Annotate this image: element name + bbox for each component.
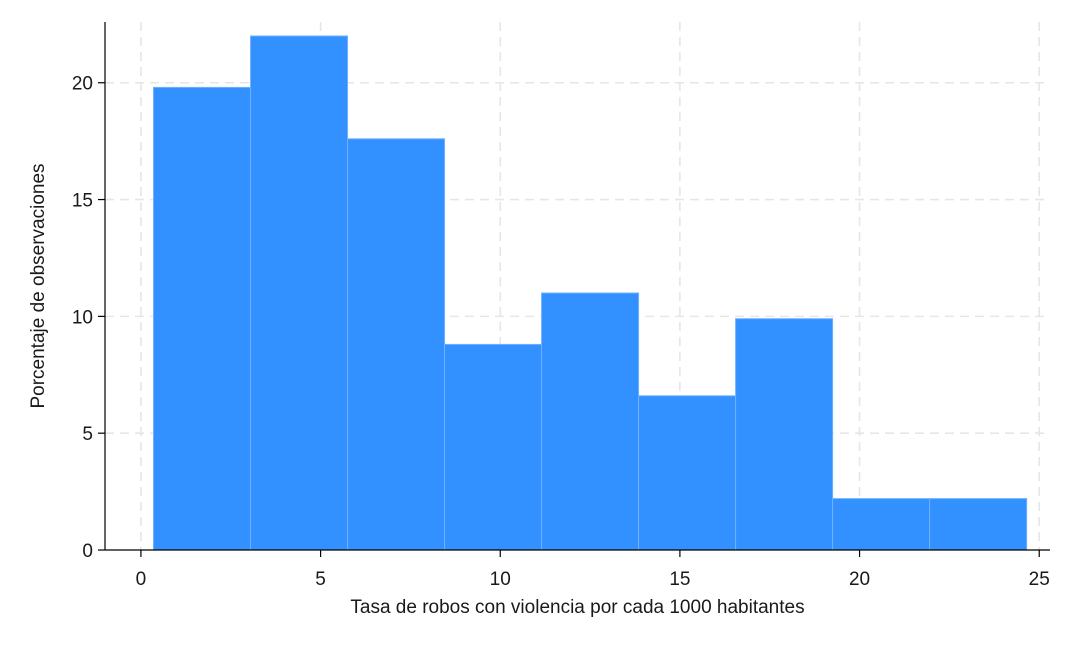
x-tick-label: 0 — [136, 569, 147, 590]
histogram-bar-6 — [638, 395, 737, 551]
y-tick-label: 0 — [82, 541, 93, 562]
histogram-bar-5 — [541, 292, 640, 551]
axes — [104, 22, 1050, 551]
x-tick-label: 15 — [669, 569, 690, 590]
histogram-bar-3 — [347, 138, 446, 551]
histogram-bar-1 — [153, 86, 252, 551]
y-axis-ticks: 0 5 10 15 20 — [72, 74, 105, 562]
x-axis-title: Tasa de robos con violencia por cada 100… — [350, 597, 804, 618]
x-tick-label: 10 — [490, 569, 511, 590]
histogram-bar-4 — [444, 343, 543, 551]
y-tick-label: 5 — [82, 424, 93, 445]
histogram-bar-2 — [250, 35, 349, 551]
y-tick-label: 10 — [72, 307, 93, 328]
histogram-bar-9 — [929, 498, 1028, 551]
histogram-bar-8 — [832, 498, 931, 551]
y-axis-title: Porcentaje de observaciones — [28, 163, 49, 408]
histogram-bars — [153, 35, 1028, 551]
x-tick-label: 25 — [1029, 569, 1050, 590]
x-tick-label: 20 — [849, 569, 870, 590]
x-axis-ticks: 0 5 10 15 20 25 — [136, 550, 1050, 590]
x-tick-label: 5 — [315, 569, 326, 590]
y-tick-label: 15 — [72, 191, 93, 212]
y-tick-label: 20 — [72, 74, 93, 95]
histogram-bar-7 — [735, 318, 834, 551]
